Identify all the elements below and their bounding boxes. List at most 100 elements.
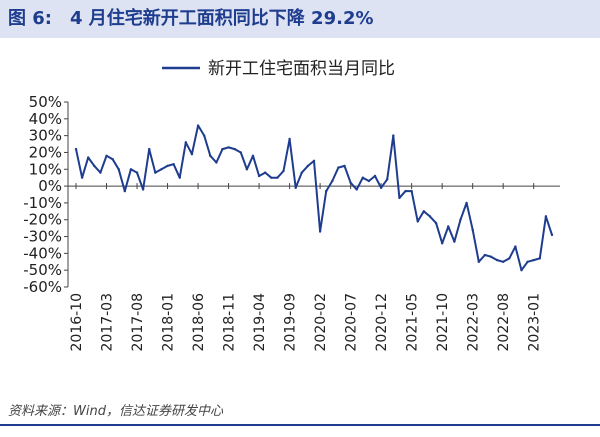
data-point [331, 179, 334, 183]
data-point [148, 147, 151, 151]
data-point [343, 164, 346, 168]
data-point [251, 154, 255, 158]
data-point [379, 186, 383, 189]
data-point [184, 141, 188, 144]
data-point [520, 268, 523, 272]
x-tick-label: 2019-09 [283, 293, 299, 352]
data-point [276, 176, 279, 179]
x-tick-label: 2022-08 [496, 293, 512, 352]
x-tick-label: 2023-01 [527, 293, 543, 352]
data-point [495, 258, 499, 262]
chart-legend: 新开工住宅面积当月同比 [162, 59, 395, 79]
x-tick-label: 2017-08 [130, 293, 146, 352]
data-point [550, 233, 554, 237]
data-point [447, 225, 450, 228]
x-tick-label: 2018-01 [161, 293, 177, 352]
data-point [245, 168, 249, 171]
data-point [465, 201, 468, 205]
data-point [227, 146, 230, 149]
data-point [306, 164, 310, 168]
y-tick-label: 10% [29, 160, 62, 178]
data-point [489, 255, 493, 258]
data-point [93, 164, 96, 168]
data-point [209, 154, 212, 158]
bottom-rule [0, 424, 600, 426]
data-point [325, 189, 328, 193]
data-point [312, 159, 316, 163]
data-point [373, 174, 377, 178]
data-point [386, 178, 389, 181]
data-point [416, 220, 419, 223]
legend-label: 新开工住宅面积当月同比 [208, 59, 395, 79]
data-point [202, 134, 206, 137]
data-point [514, 245, 517, 248]
data-point [453, 240, 456, 243]
data-point [294, 186, 297, 189]
figure-title-bar: 图 6: 4 月住宅新开工面积同比下降 29.2% [0, 0, 600, 38]
data-point [544, 215, 548, 218]
data-point [440, 242, 444, 245]
y-tick-label: 30% [29, 127, 62, 145]
y-tick-label: 50% [29, 93, 62, 111]
x-tick-label: 2021-05 [405, 293, 421, 352]
source-note: 资料来源：Wind，信达证券研发中心 [8, 404, 223, 419]
data-point [367, 179, 371, 183]
x-tick-label: 2022-03 [466, 293, 482, 352]
data-point [538, 257, 541, 260]
data-point [355, 188, 358, 191]
data-point [282, 169, 285, 173]
data-point [129, 168, 133, 171]
x-tick-label: 2020-07 [344, 293, 360, 352]
data-point [117, 168, 120, 171]
data-point [221, 147, 224, 151]
x-tick-label: 2020-12 [374, 293, 390, 352]
data-point [392, 134, 395, 137]
data-point [288, 137, 291, 141]
data-point [422, 210, 426, 213]
data-point [154, 171, 157, 174]
y-tick-label: -40% [23, 244, 62, 262]
data-point [196, 124, 200, 127]
series-line [75, 124, 553, 272]
data-point [428, 215, 432, 218]
x-tick-label: 2020-02 [313, 293, 329, 352]
data-point [166, 164, 169, 168]
data-point [471, 228, 474, 232]
data-point [263, 171, 267, 174]
data-point [398, 196, 401, 200]
x-tick-label: 2021-10 [435, 293, 451, 352]
data-point [172, 163, 175, 166]
line-chart: 新开工住宅面积当月同比 50%40%30%20%10%0%-10%-20%-30… [23, 59, 560, 352]
y-tick-label: 40% [29, 110, 62, 128]
y-tick-label: 0% [38, 177, 62, 195]
data-point [87, 156, 90, 159]
x-tick-label: 2019-04 [252, 293, 268, 352]
data-point [532, 258, 535, 262]
figure-title: 4 月住宅新开工面积同比下降 29.2% [70, 8, 374, 29]
data-point [477, 260, 480, 263]
data-point [257, 174, 261, 178]
data-point [434, 221, 438, 225]
data-point [270, 176, 273, 179]
data-point [99, 171, 102, 174]
data-point [404, 189, 407, 193]
data-point [300, 171, 303, 174]
data-point [80, 176, 84, 179]
data-point [337, 166, 340, 169]
x-tick-label: 2018-11 [222, 293, 238, 352]
data-point [239, 151, 242, 154]
data-point [160, 168, 163, 171]
x-tick-label: 2017-03 [100, 293, 116, 352]
data-point [141, 188, 145, 191]
data-point [178, 176, 181, 179]
data-point [349, 181, 352, 184]
data-point [233, 147, 236, 151]
data-point [459, 218, 462, 221]
x-tick-labels: 2016-10 2017-03 2017-08 2018-01 2018-06 2018-… [69, 293, 543, 352]
data-point [410, 189, 413, 193]
data-point [215, 161, 218, 164]
data-point [74, 147, 78, 151]
data-point [526, 260, 529, 263]
x-tick-label: 2016-10 [69, 293, 85, 352]
y-tick-label: -50% [23, 261, 62, 279]
